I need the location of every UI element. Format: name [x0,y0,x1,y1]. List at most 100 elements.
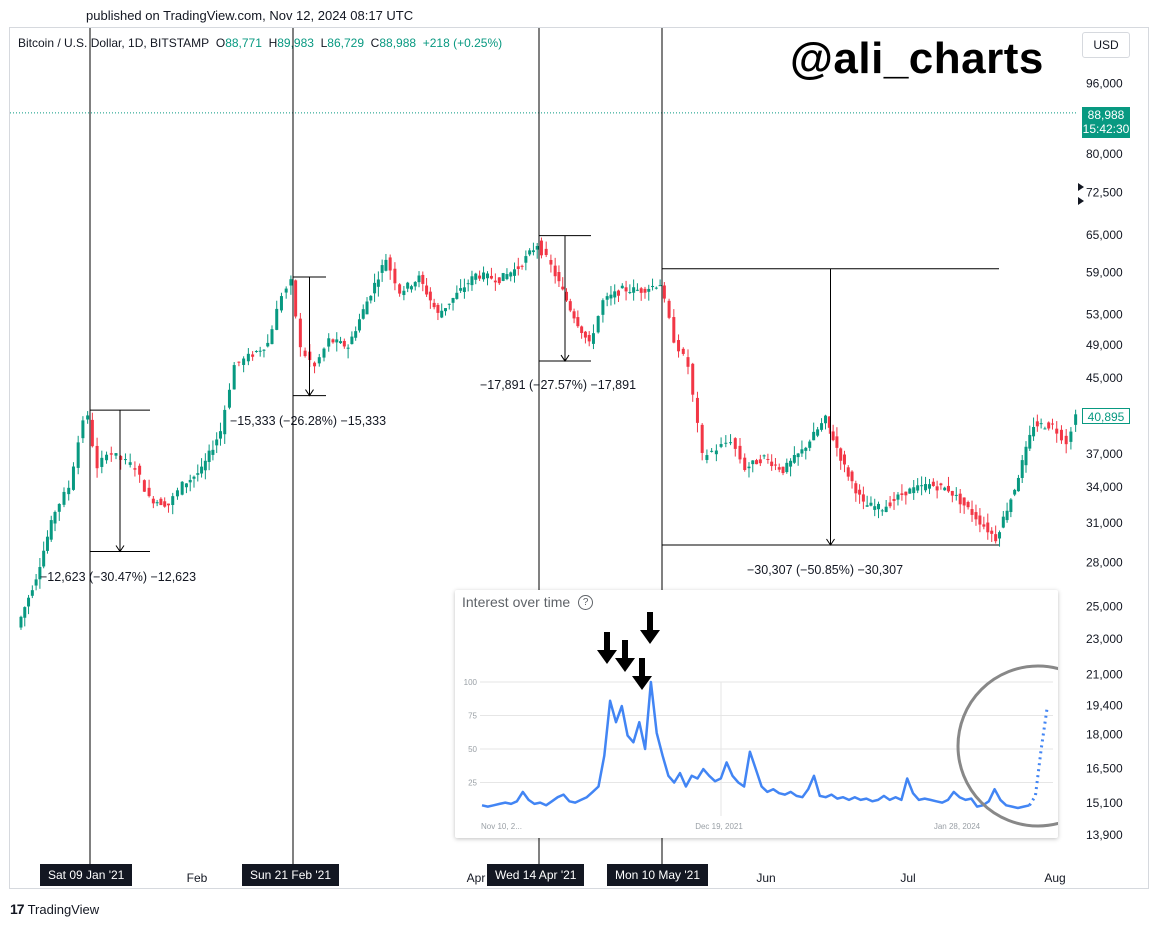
candle-body [119,455,123,460]
candle-body [402,290,406,296]
candle-body [128,462,132,465]
candle-body [884,506,888,513]
candle-body [489,275,493,279]
candle-body [520,265,524,267]
candle-body [505,274,509,280]
candle-body [920,485,924,487]
candle-body [544,248,548,256]
candle-body [557,272,561,282]
y-tick-label: 65,000 [1086,228,1123,242]
current-price-tag: 88,988 15:42:30 [1082,107,1130,138]
candle-body [812,431,816,441]
candle-body [524,256,528,263]
candle-body [163,501,167,507]
candle-body [493,280,497,283]
candle-body [417,275,421,283]
y-tick-label: 31,000 [1086,516,1123,530]
candle-body [443,308,447,312]
candle-body [350,336,354,345]
candle-body [346,347,350,349]
close-label: C [370,36,380,50]
candle-body [313,362,317,367]
down-arrow-icon [632,658,652,690]
candle-body [888,502,892,507]
candle-body [994,534,998,542]
candle-body [34,579,38,586]
candle-body [470,276,474,286]
x-tick-label: Jun [756,871,775,885]
candle-body [766,458,770,460]
candle-body [413,282,417,287]
candle-body [90,419,94,447]
candle-body [459,288,463,291]
candle-body [436,304,440,313]
candle-body [596,316,600,333]
x-tick-label: Aug [1044,871,1065,885]
candle-body [251,354,255,357]
drawdown-label: −15,333 (−26.28%) −15,333 [230,414,386,428]
candle-body [227,389,231,408]
candle-body [620,285,624,289]
y-tick-label: 23,000 [1086,632,1123,646]
candle-body [539,240,543,256]
candle-body [931,481,935,486]
candle-body [839,448,843,461]
candle-body [835,436,839,448]
candle-body [792,455,796,463]
y-tick-label: 37,000 [1086,447,1123,461]
candle-body [591,333,595,344]
candle-body [758,459,762,464]
candle-body [317,357,321,364]
current-price: 88,988 [1087,108,1125,122]
candle-body [777,467,781,470]
candle-body [858,489,862,495]
candle-body [1005,510,1009,521]
google-trends-inset: Interest over time ? 100 75 50 25 Nov 10, 2.… [455,590,1058,838]
candle-body [509,272,513,277]
candle-body [258,350,262,352]
down-arrow-icon [640,612,660,644]
candle-body [57,503,61,512]
candle-body [962,497,966,506]
candle-body [1020,460,1024,478]
published-note: published on TradingView.com, Nov 12, 20… [86,8,414,23]
candle-body [896,494,900,500]
candle-body [184,483,188,488]
candle-body [686,357,690,367]
help-icon[interactable]: ? [578,594,594,610]
candle-body [393,268,397,284]
tradingview-logo[interactable]: 17 TradingView [10,901,99,917]
candle-body [218,431,222,439]
candle-body [672,317,676,343]
candle-body [142,480,146,492]
y-tick-label: 25,000 [1086,600,1123,614]
candle-body [1032,426,1036,437]
y-tick-label: 53,000 [1086,307,1123,321]
trends-x-tick: Nov 10, 2... [481,822,522,831]
y-tick-label: 59,000 [1086,266,1123,280]
candle-body [565,291,569,301]
candle-body [159,498,163,506]
currency-button[interactable]: USD [1082,32,1130,58]
candle-body [100,457,104,467]
candle-body [270,329,274,345]
candle-body [455,292,459,299]
candle-body [440,310,444,318]
candle-body [151,498,155,504]
candle-body [81,420,85,439]
candle-body [869,502,873,506]
candle-body [266,342,270,347]
drawdown-label: −12,623 (−30.47%) −12,623 [40,570,196,584]
candle-body [605,296,609,300]
candle-body [635,289,639,291]
candle-body [1059,429,1063,441]
y-tick-label: 21,000 [1086,667,1123,681]
y-tick-label: 34,000 [1086,480,1123,494]
candle-body [223,409,227,435]
candle-body [1035,421,1039,427]
candle-body [705,455,709,460]
candle-body [62,491,66,505]
candle-body [388,257,392,271]
candle-body [373,282,377,294]
